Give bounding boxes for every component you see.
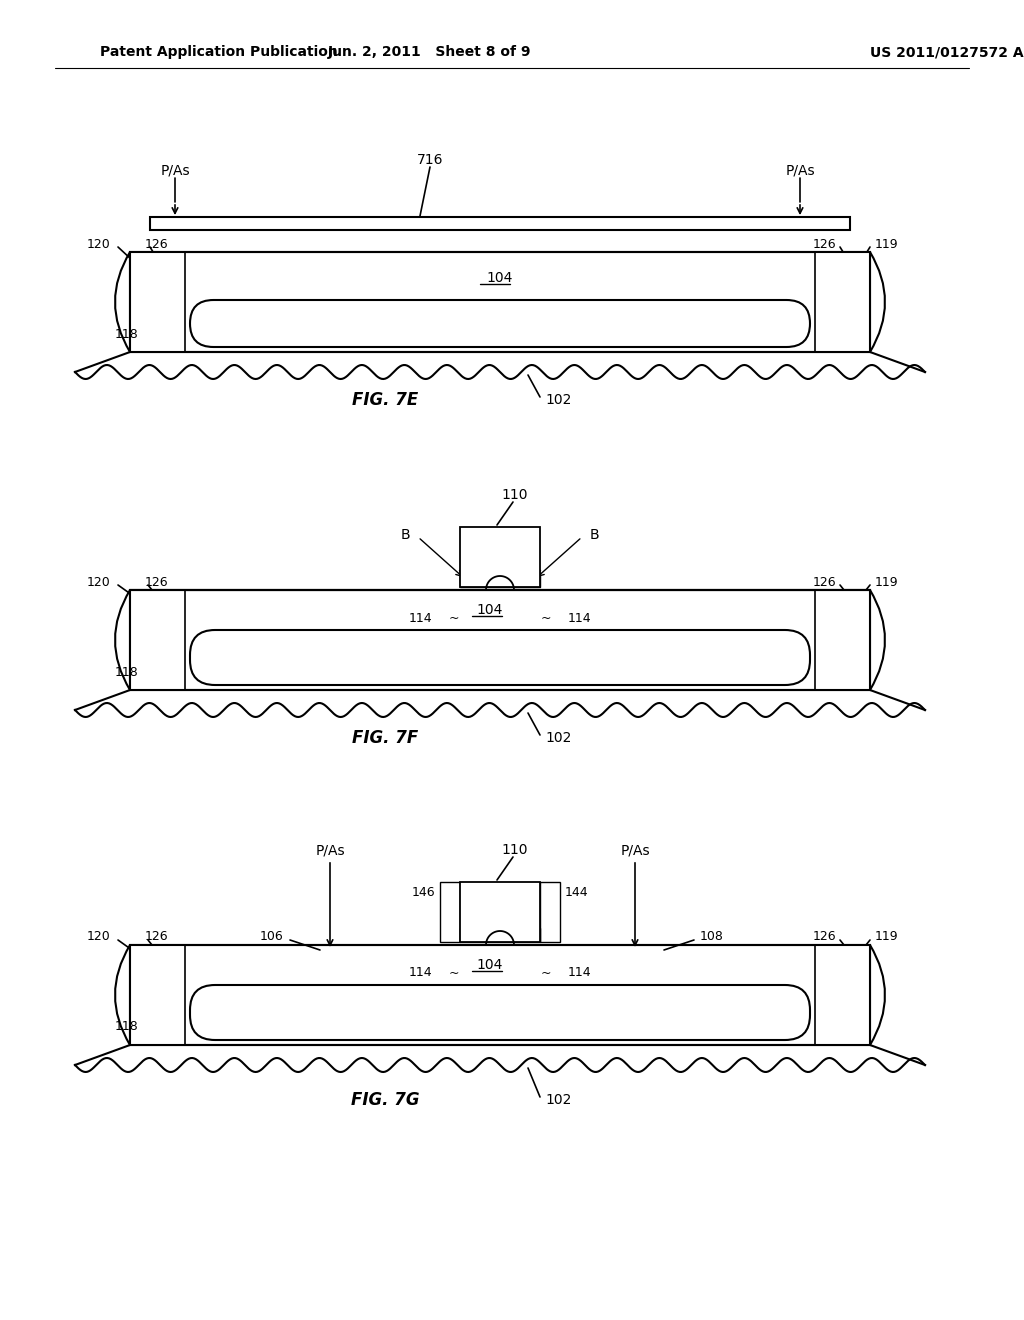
Text: 110: 110 <box>502 488 528 502</box>
Text: 104: 104 <box>477 603 503 616</box>
Bar <box>130 590 870 690</box>
Text: 146: 146 <box>412 886 435 899</box>
Text: 108: 108 <box>700 931 724 944</box>
Bar <box>460 928 540 942</box>
Bar <box>815 590 870 690</box>
Text: FIG. 7E: FIG. 7E <box>352 391 418 409</box>
Text: 119: 119 <box>874 576 899 589</box>
FancyBboxPatch shape <box>190 630 810 685</box>
Text: 126: 126 <box>145 576 169 589</box>
Bar <box>130 252 870 352</box>
Text: 142: 142 <box>486 900 513 915</box>
Text: 102: 102 <box>545 1093 571 1107</box>
Text: 142: 142 <box>486 545 513 560</box>
Text: P/As: P/As <box>160 162 189 177</box>
Text: 110: 110 <box>502 843 528 857</box>
Text: 126: 126 <box>145 931 169 944</box>
Text: FIG. 7F: FIG. 7F <box>352 729 418 747</box>
Text: US 2011/0127572 A1: US 2011/0127572 A1 <box>870 45 1024 59</box>
Bar <box>130 252 870 352</box>
Text: ~: ~ <box>449 611 459 624</box>
Text: ~: ~ <box>541 966 551 979</box>
Text: P/As: P/As <box>621 843 650 857</box>
Text: 126: 126 <box>812 576 836 589</box>
Text: 106: 106 <box>259 931 283 944</box>
FancyBboxPatch shape <box>190 985 810 1040</box>
Text: ~: ~ <box>541 611 551 624</box>
Bar <box>130 590 185 690</box>
Text: B: B <box>590 528 600 543</box>
Bar <box>460 882 540 942</box>
Text: 118: 118 <box>115 665 138 678</box>
Text: 119: 119 <box>874 931 899 944</box>
Text: P/As: P/As <box>785 162 815 177</box>
Text: 716: 716 <box>417 153 443 168</box>
Bar <box>440 882 460 942</box>
Bar <box>540 882 560 942</box>
Bar <box>815 252 870 352</box>
Text: Jun. 2, 2011   Sheet 8 of 9: Jun. 2, 2011 Sheet 8 of 9 <box>329 45 531 59</box>
Text: 114: 114 <box>568 966 592 979</box>
Text: P/As: P/As <box>315 843 345 857</box>
Text: 104: 104 <box>486 271 513 285</box>
Bar <box>460 573 540 587</box>
Text: B: B <box>400 528 410 543</box>
Text: 120: 120 <box>86 238 110 251</box>
Text: 126: 126 <box>812 238 836 251</box>
Text: 114: 114 <box>409 966 432 979</box>
Bar <box>130 945 870 1045</box>
Text: 120: 120 <box>86 576 110 589</box>
Text: 144: 144 <box>565 886 589 899</box>
Bar <box>150 216 850 230</box>
Text: 118: 118 <box>115 327 138 341</box>
Text: 126: 126 <box>145 238 169 251</box>
FancyBboxPatch shape <box>190 300 810 347</box>
Text: ~: ~ <box>449 966 459 979</box>
Bar <box>130 945 870 1045</box>
Text: 119: 119 <box>874 238 899 251</box>
Text: 114: 114 <box>409 611 432 624</box>
Text: 126: 126 <box>812 931 836 944</box>
Bar <box>130 590 870 690</box>
Text: 118: 118 <box>115 1020 138 1034</box>
Text: Patent Application Publication: Patent Application Publication <box>100 45 338 59</box>
Text: 104: 104 <box>477 958 503 972</box>
Bar <box>130 945 185 1045</box>
Text: FIG. 7G: FIG. 7G <box>351 1092 419 1109</box>
Text: 102: 102 <box>545 731 571 744</box>
Bar <box>460 527 540 587</box>
Bar <box>130 252 185 352</box>
Text: 114: 114 <box>568 611 592 624</box>
Text: 102: 102 <box>545 393 571 407</box>
Text: 120: 120 <box>86 931 110 944</box>
Bar <box>815 945 870 1045</box>
